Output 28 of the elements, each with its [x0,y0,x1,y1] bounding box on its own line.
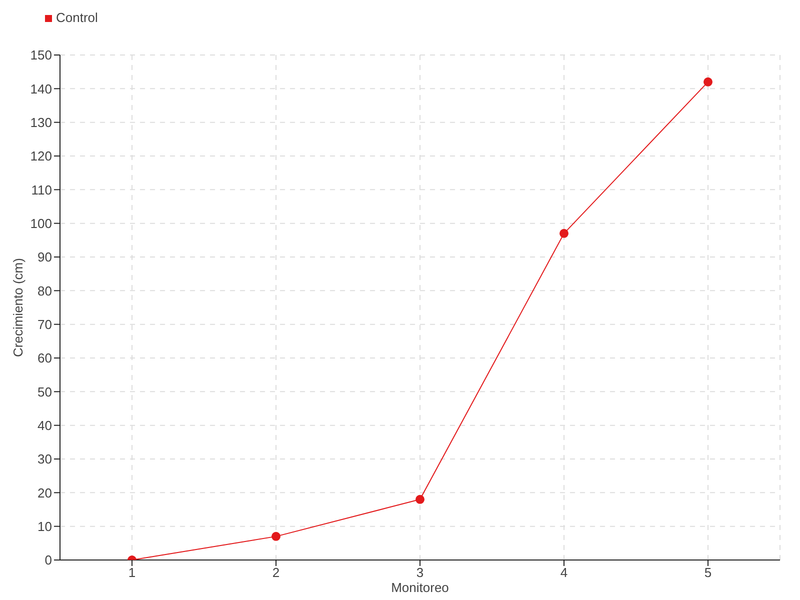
y-tick-label: 20 [38,485,52,500]
y-tick-label: 100 [30,216,52,231]
x-tick-label: 4 [560,565,568,580]
y-tick-label: 70 [38,316,52,332]
point [416,494,424,504]
y-tick-label: 120 [30,148,52,164]
y-tick-label: 40 [38,418,52,433]
y-tick-label: 110 [31,182,52,198]
y-tick-label: 60 [38,350,52,366]
x-tick-label: 2 [272,565,280,580]
x-tick-label: 1 [128,565,136,580]
y-tick-label: 130 [30,114,52,130]
legend-label: Control [56,10,98,25]
x-tick-label: 5 [704,565,712,580]
y-tick-label: 150 [30,48,52,63]
y-tick-label: 30 [38,452,52,467]
y-tick-label: 50 [38,384,52,400]
x-tick-label: 3 [416,565,424,580]
point [704,77,712,86]
y-tick-label: 140 [30,81,52,96]
y-axis-title: Crecimiento (cm) [10,258,26,357]
y-tick-label: 80 [38,283,52,298]
y-tick-label: 90 [38,250,52,265]
point [560,228,568,238]
y-tick-label: 10 [38,518,52,534]
y-tick-label: 0 [44,552,52,568]
point [272,532,280,541]
x-axis-title: Monitoreo [391,580,449,595]
